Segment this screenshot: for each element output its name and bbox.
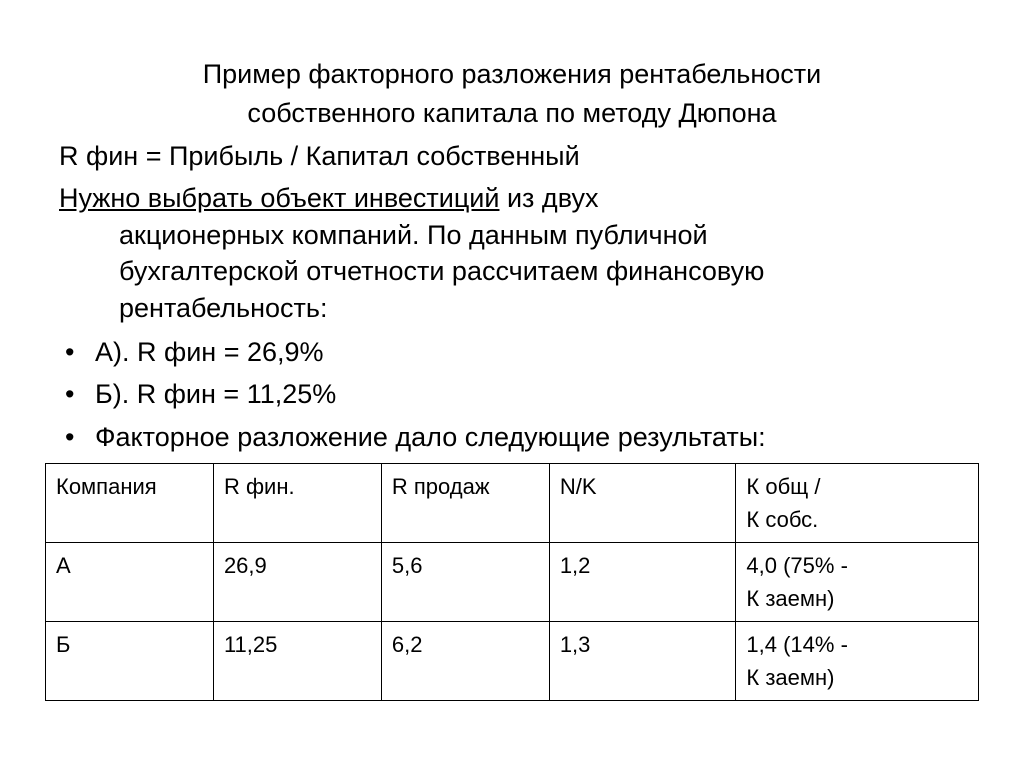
header-rsales: R продаж <box>381 464 549 543</box>
cell-kratio-l2: К заемн) <box>746 586 834 611</box>
intro-rest1: из двух <box>499 183 598 213</box>
bullet-list: А). R фин = 26,9% Б). R фин = 11,25% Фак… <box>59 334 979 455</box>
cell-rsales: 5,6 <box>381 543 549 622</box>
table-row: Б 11,25 6,2 1,3 1,4 (14% - К заемн) <box>46 622 979 701</box>
intro-line4: рентабельность: <box>119 293 328 323</box>
intro-paragraph: Нужно выбрать объект инвестиций из двух … <box>59 180 979 326</box>
formula-text: R фин = Прибыль / Капитал собственный <box>59 141 979 172</box>
header-company: Компания <box>46 464 214 543</box>
cell-nk: 1,2 <box>549 543 736 622</box>
cell-kratio-l1: 4,0 (75% - <box>746 553 848 578</box>
bullet-a: А). R фин = 26,9% <box>59 334 979 370</box>
header-kratio-l2: К собс. <box>746 507 818 532</box>
table-header-row: Компания R фин. R продаж N/K К общ / К с… <box>46 464 979 543</box>
header-rfin: R фин. <box>213 464 381 543</box>
cell-kratio-l2: К заемн) <box>746 665 834 690</box>
slide-title: Пример факторного разложения рентабельно… <box>45 55 979 133</box>
data-table: Компания R фин. R продаж N/K К общ / К с… <box>45 463 979 701</box>
cell-kratio: 4,0 (75% - К заемн) <box>736 543 979 622</box>
cell-company: Б <box>46 622 214 701</box>
intro-line3: бухгалтерской отчетности рассчитаем фина… <box>119 256 764 286</box>
cell-kratio: 1,4 (14% - К заемн) <box>736 622 979 701</box>
title-line1: Пример факторного разложения рентабельно… <box>203 59 822 89</box>
header-kratio: К общ / К собс. <box>736 464 979 543</box>
cell-rfin: 11,25 <box>213 622 381 701</box>
table-row: А 26,9 5,6 1,2 4,0 (75% - К заемн) <box>46 543 979 622</box>
header-nk: N/K <box>549 464 736 543</box>
intro-underlined: Нужно выбрать объект инвестиций <box>59 183 499 213</box>
intro-line2: акционерных компаний. По данным публично… <box>119 220 708 250</box>
title-line2: собственного капитала по методу Дюпона <box>247 98 776 128</box>
bullet-c: Факторное разложение дало следующие резу… <box>59 419 979 455</box>
cell-rsales: 6,2 <box>381 622 549 701</box>
cell-nk: 1,3 <box>549 622 736 701</box>
cell-company: А <box>46 543 214 622</box>
header-kratio-l1: К общ / <box>746 474 820 499</box>
cell-kratio-l1: 1,4 (14% - <box>746 632 848 657</box>
cell-rfin: 26,9 <box>213 543 381 622</box>
bullet-b: Б). R фин = 11,25% <box>59 376 979 412</box>
